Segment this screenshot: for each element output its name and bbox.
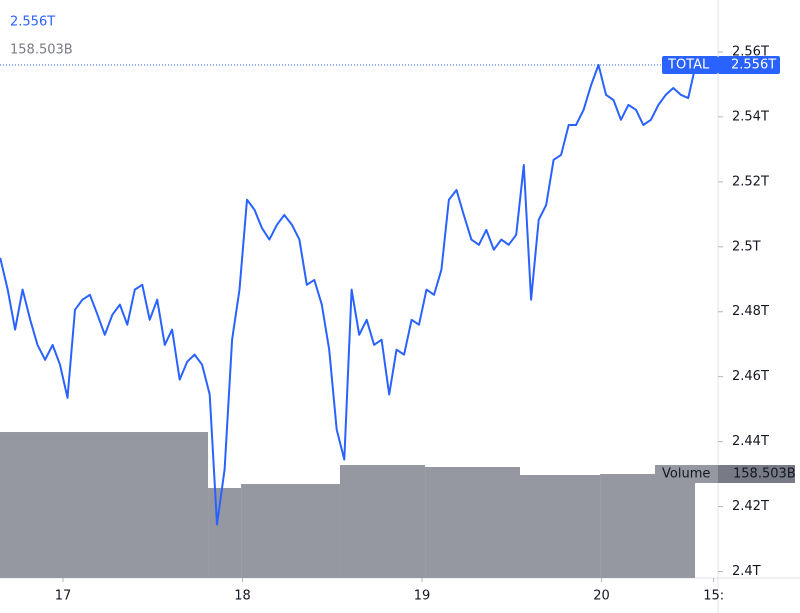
volume-value-tag [718,465,795,484]
y-tick-label: 2.46T [732,369,769,384]
x-tick-label: 19 [414,589,431,604]
x-tick-label: 20 [593,589,610,604]
y-tick-label: 2.54T [732,109,769,124]
y-tick-label: 2.48T [732,304,769,319]
volume-name: Volume [662,467,710,482]
y-tick-label: 2.42T [732,499,769,514]
y-tick-label: 2.44T [732,434,769,449]
volume-bar [600,474,696,578]
y-tick-label: 2.52T [732,174,769,189]
volume-bar [520,474,601,578]
volume-bar [0,432,209,578]
x-tick-label: 17 [55,589,72,604]
last-price-tag [718,55,780,74]
price-line [0,63,697,526]
last-price-label: 2.556T [731,57,776,72]
volume-bar [339,465,426,578]
y-tick-label: 2.4T [732,564,761,579]
header-volume: 158.503B [10,43,73,58]
header-price: 2.556T [10,15,55,30]
series-name: TOTAL [667,57,710,72]
x-tick-label: 18 [234,589,251,604]
x-tick-label: 15: [703,589,724,604]
volume-bar [241,483,340,578]
volume-name-tag [655,465,718,484]
volume-bar [425,466,521,578]
series-name-tag [662,55,718,74]
volume-bar [208,487,242,578]
volume-value-label: 158.503B [733,467,796,482]
y-tick-label: 2.56T [732,44,769,59]
y-tick-label: 2.5T [732,239,761,254]
